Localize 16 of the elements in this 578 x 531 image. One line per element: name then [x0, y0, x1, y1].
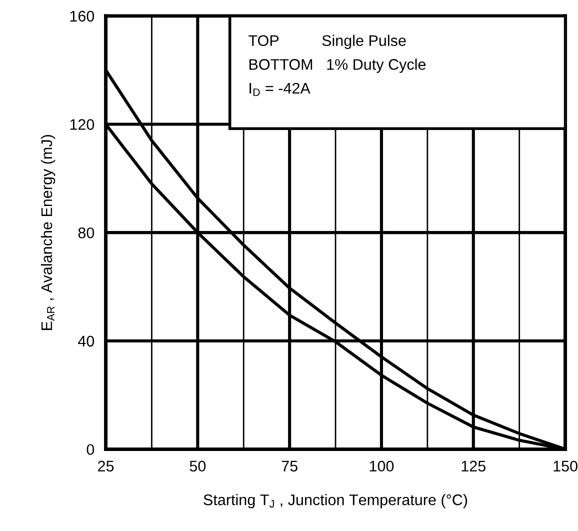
y-tick-label: 0 [86, 444, 94, 455]
annotation: BOTTOM 1% Duty Cycle [249, 58, 426, 73]
x-tick-label: 150 [554, 460, 578, 472]
y-tick-label: 80 [78, 227, 94, 238]
x-tick-label: 75 [282, 460, 298, 472]
x-tick-label: 50 [190, 460, 206, 472]
x-tick-label: 25 [98, 460, 114, 472]
annotation: I$_{D}$ = -42A [250, 82, 310, 96]
x-axis-title: Starting T$_{J}$ , Junction Temperature (°C) [204, 494, 468, 508]
x-tick-label: 100 [370, 460, 394, 472]
y-tick-label: 120 [70, 119, 94, 130]
annotation: TOP Single Pulse [248, 34, 406, 50]
y-axis-title: E$_{AR}$ , Avalanche Energy (mJ) [40, 135, 56, 330]
x-tick-label: 125 [462, 460, 486, 472]
y-tick-label: 160 [70, 10, 94, 22]
y-tick-label: 40 [78, 336, 94, 347]
